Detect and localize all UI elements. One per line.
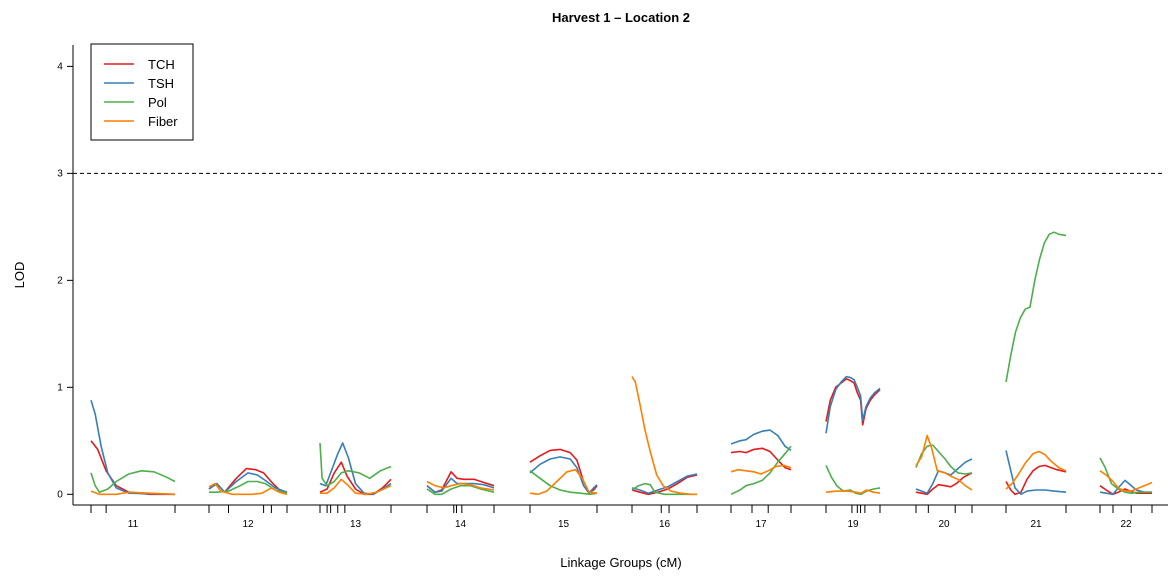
series-line-fiber-lg20 <box>915 434 973 491</box>
series-line-tch-lg17 <box>730 447 792 471</box>
y-tick-label: 3 <box>57 168 63 179</box>
series-line-fiber-lg22 <box>1099 470 1153 492</box>
group-label: 15 <box>558 519 570 530</box>
group-label: 14 <box>455 519 467 530</box>
series-line-tsh-lg17 <box>730 429 792 452</box>
group-label: 21 <box>1030 519 1042 530</box>
series-line-tch-lg11 <box>90 440 175 496</box>
series-line-fiber-lg12 <box>208 482 288 496</box>
series-line-pol-lg22 <box>1099 457 1152 494</box>
y-axis-label: LOD <box>12 262 27 289</box>
series-line-tch-lg15 <box>529 448 598 493</box>
series-line-tsh-lg19 <box>825 375 881 434</box>
series-line-fiber-lg21 <box>1005 450 1067 490</box>
series-line-fiber-lg11 <box>90 490 176 496</box>
legend: TCH TSH Pol Fiber <box>90 43 194 141</box>
x-axis-label: Linkage Groups (cM) <box>560 555 681 570</box>
series-line-pol-lg17 <box>730 445 792 496</box>
series-line-pol-lg20 <box>915 444 973 475</box>
series-line-tch-lg19 <box>825 378 881 426</box>
series-line-fiber-lg19 <box>825 489 881 494</box>
y-tick-label: 0 <box>57 489 63 500</box>
group-label: 20 <box>938 519 950 530</box>
group-labels: 11 12 13 14 15 16 17 19 20 21 22 <box>128 519 1132 530</box>
series-line-pol-lg11 <box>90 470 176 493</box>
series-line-tsh-lg12 <box>208 472 288 493</box>
series-line-fiber-lg17 <box>730 464 792 475</box>
series-line-tch-lg16 <box>631 474 698 496</box>
lod-curves <box>90 231 1153 496</box>
series-line-pol-lg16 <box>631 482 697 496</box>
series-line-fiber-lg15 <box>529 468 598 496</box>
series-line-fiber-lg13 <box>320 478 392 496</box>
series-line-fiber-lg14 <box>426 480 495 491</box>
group-label: 19 <box>847 519 859 530</box>
y-tick-label: 1 <box>57 382 63 393</box>
group-label: 22 <box>1120 519 1132 530</box>
group-label: 12 <box>242 519 254 530</box>
series-line-pol-lg19 <box>825 465 881 496</box>
y-tick-label: 4 <box>57 61 63 72</box>
series-line-tsh-lg20 <box>915 458 973 494</box>
series-line-pol-lg14 <box>426 484 495 496</box>
series-line-pol-lg13 <box>319 442 392 487</box>
series-line-tsh-lg11 <box>90 399 176 496</box>
legend-label: Pol <box>148 95 167 110</box>
y-ticks: 0 1 2 3 4 <box>57 61 73 500</box>
legend-label: TSH <box>148 76 174 91</box>
legend-box <box>90 43 194 141</box>
series-line-tch-lg21 <box>1005 464 1067 496</box>
group-label: 17 <box>755 519 767 530</box>
series-line-tsh-lg16 <box>631 473 698 494</box>
group-label: 13 <box>350 519 362 530</box>
chart-title: Harvest 1 – Location 2 <box>552 10 690 25</box>
series-line-tsh-lg21 <box>1005 450 1067 496</box>
series-line-pol-lg21 <box>1005 231 1067 383</box>
series-line-pol-lg15 <box>529 470 598 496</box>
series-line-tch-lg22 <box>1099 485 1152 496</box>
series-line-tsh-lg13 <box>319 442 392 496</box>
group-label: 11 <box>128 519 139 530</box>
marker-ticks <box>90 505 1153 513</box>
series-line-fiber-lg16 <box>631 376 697 496</box>
series-line-tsh-lg15 <box>529 456 598 494</box>
legend-label: TCH <box>148 57 175 72</box>
legend-label: Fiber <box>148 114 178 129</box>
y-tick-label: 2 <box>57 275 63 286</box>
group-label: 16 <box>659 519 671 530</box>
